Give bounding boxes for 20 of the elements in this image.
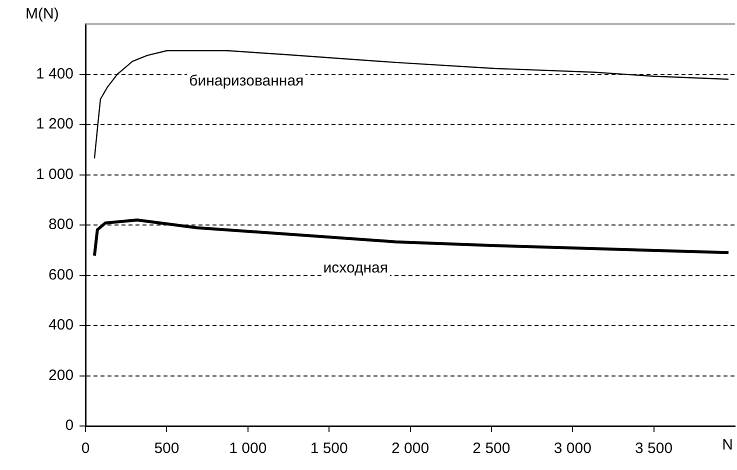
y-tick-label: 200 bbox=[48, 366, 74, 384]
x-axis-title: N bbox=[722, 436, 733, 454]
x-tick-label: 3 500 bbox=[635, 440, 673, 458]
y-tick-label: 0 bbox=[65, 417, 74, 434]
x-tick-label: 500 bbox=[154, 440, 180, 458]
y-tick-label: 400 bbox=[48, 316, 74, 334]
x-tick-label: 1 000 bbox=[229, 440, 267, 458]
x-tick-label: 2 000 bbox=[391, 440, 430, 458]
series-label: исходная bbox=[323, 259, 388, 276]
y-tick-label: 1 000 bbox=[36, 166, 74, 183]
x-tick-label: 2 500 bbox=[472, 440, 510, 458]
y-tick-label: 800 bbox=[48, 216, 74, 234]
x-tick-label: 3 000 bbox=[554, 440, 592, 458]
y-tick-label: 1 400 bbox=[36, 65, 74, 82]
x-tick-label: 1 500 bbox=[310, 440, 348, 458]
y-axis-title: M(N) bbox=[26, 6, 59, 23]
y-tick-label: 1 200 bbox=[36, 116, 74, 133]
x-tick-label: 0 bbox=[81, 440, 90, 458]
series-label: бинаризованная bbox=[189, 72, 304, 90]
y-tick-label: 600 bbox=[48, 266, 74, 284]
